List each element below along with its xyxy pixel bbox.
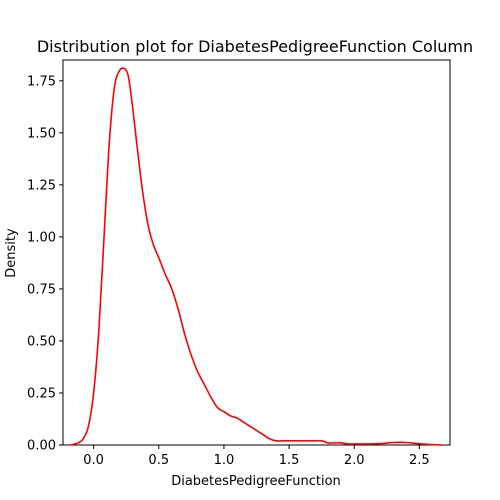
y-tick-label: 1.50: [27, 126, 56, 141]
y-tick-label: 1.00: [27, 230, 56, 245]
x-tick-label: 2.5: [409, 453, 430, 468]
x-tick-label: 0.0: [83, 453, 104, 468]
y-tick-label: 0.75: [27, 282, 56, 297]
y-tick-label: 0.00: [27, 439, 56, 454]
x-tick-label: 1.0: [214, 453, 235, 468]
x-axis: 0.0 0.5 1.0 1.5 2.0 2.5: [83, 445, 430, 468]
x-axis-label: DiabetesPedigreeFunction: [171, 474, 341, 489]
y-axis: 0.00 0.25 0.50 0.75 1.00 1.25 1.50 1.75: [27, 74, 63, 454]
chart-title: Distribution plot for DiabetesPedigreeFu…: [37, 37, 473, 56]
x-tick-label: 1.5: [279, 453, 300, 468]
x-tick-label: 2.0: [344, 453, 365, 468]
y-tick-label: 0.25: [27, 386, 56, 401]
density-curve: [69, 67, 444, 446]
y-axis-label: Density: [4, 228, 19, 278]
plot-area: [62, 59, 451, 446]
x-tick-label: 0.5: [148, 453, 169, 468]
y-tick-label: 0.50: [27, 334, 56, 349]
y-tick-label: 1.25: [27, 178, 56, 193]
y-tick-label: 1.75: [27, 74, 56, 89]
